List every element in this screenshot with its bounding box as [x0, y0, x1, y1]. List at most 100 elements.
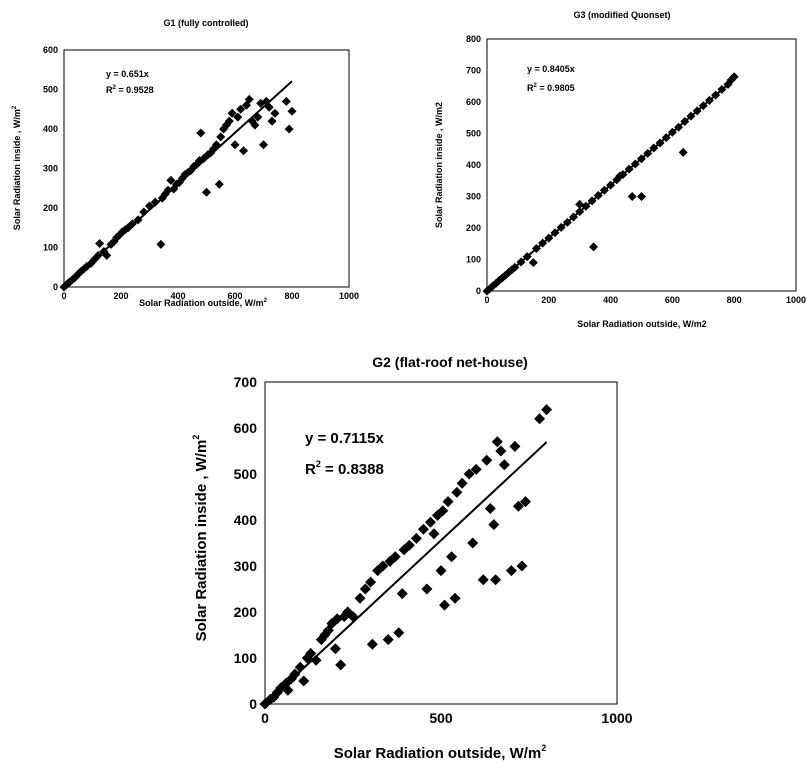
y-tick-label: 700 — [466, 66, 481, 76]
data-point — [449, 592, 461, 604]
x-tick-labels: 0 200 400 600 800 1000 — [484, 295, 806, 305]
data-point — [250, 120, 260, 130]
x-tick-label: 1000 — [786, 295, 806, 305]
data-point — [637, 192, 646, 201]
data-points — [259, 404, 553, 710]
y-tick-label: 200 — [466, 223, 481, 233]
y-tick-label: 200 — [43, 203, 58, 213]
x-tick-label: 400 — [170, 291, 185, 301]
data-point — [417, 523, 429, 535]
data-point — [428, 528, 440, 540]
x-tick-label: 400 — [603, 295, 618, 305]
data-point — [516, 560, 528, 572]
data-point — [244, 94, 254, 104]
data-point — [498, 459, 510, 471]
r2-symbol: R — [527, 83, 534, 93]
x-axis-label: Solar Radiation outside, W/m2 — [577, 319, 707, 329]
data-point — [359, 583, 371, 595]
y-tick-label: 400 — [234, 512, 258, 528]
equation-label: y = 0.651x — [106, 69, 149, 79]
data-point — [377, 560, 389, 572]
trendline — [264, 441, 548, 705]
x-tick-label: 1000 — [339, 291, 359, 301]
data-point — [491, 436, 503, 448]
y-tick-labels: 0 100 200 300 400 500 600 — [43, 45, 58, 292]
data-point — [95, 239, 105, 249]
data-point — [509, 440, 521, 452]
r2-value: = 0.9528 — [116, 85, 154, 95]
r2-value: = 0.9805 — [537, 83, 575, 93]
data-point — [729, 72, 739, 82]
data-point — [150, 197, 160, 207]
data-point — [505, 565, 517, 577]
data-point — [396, 588, 408, 600]
data-point — [224, 116, 234, 126]
plot-area-frame — [63, 49, 350, 288]
data-point — [365, 576, 377, 588]
x-tick-label: 800 — [727, 295, 742, 305]
y-tick-label: 300 — [466, 192, 481, 202]
y-tick-label: 100 — [43, 243, 58, 253]
data-point — [393, 627, 405, 639]
data-point — [470, 463, 482, 475]
chart-title: G3 (modified Quonset) — [573, 10, 670, 20]
plot-area-frame — [264, 381, 618, 705]
data-point — [403, 539, 415, 551]
r-squared-label: R2 = 0.9528 — [106, 85, 154, 95]
y-tick-label: 500 — [466, 129, 481, 139]
x-tick-label: 800 — [284, 291, 299, 301]
data-point — [463, 468, 475, 480]
y-tick-label: 300 — [43, 164, 58, 174]
data-point — [310, 654, 322, 666]
data-point — [354, 592, 366, 604]
y-tick-label: 500 — [43, 85, 58, 95]
data-point — [259, 140, 268, 150]
data-point — [236, 104, 246, 114]
data-point — [467, 537, 479, 549]
x-tick-label: 0 — [261, 710, 269, 726]
data-point — [329, 643, 341, 655]
data-point — [127, 219, 137, 229]
data-point — [512, 500, 524, 512]
r2-superscript: 2 — [316, 459, 321, 469]
data-point — [227, 108, 237, 118]
y-tick-label: 200 — [234, 604, 258, 620]
r2-symbol: R — [106, 85, 113, 95]
chart-g3: G3 (modified Quonset) 0 100 200 300 400 500 60… — [434, 10, 806, 329]
trendline — [63, 80, 293, 288]
data-point — [490, 574, 502, 586]
y-tick-label: 100 — [234, 650, 258, 666]
data-point — [488, 519, 500, 531]
data-point — [230, 140, 240, 150]
data-point — [534, 413, 546, 425]
data-point — [481, 454, 493, 466]
data-point — [282, 684, 294, 696]
y-axis-label-text: Solar Radiation inside , W/m — [193, 440, 210, 642]
y-tick-label: 600 — [466, 97, 481, 107]
y-tick-label: 400 — [43, 124, 58, 134]
data-point — [267, 116, 277, 126]
y-axis-label: Solar Radiation inside , W/m2 — [12, 105, 22, 230]
data-point — [410, 532, 422, 544]
data-point — [495, 445, 507, 457]
data-point — [196, 128, 206, 138]
x-tick-label: 0 — [61, 291, 66, 301]
data-point — [589, 242, 599, 252]
data-point — [439, 599, 451, 611]
data-point — [156, 239, 166, 249]
chart-g1: G1 (fully controlled) 0 100 200 300 400 500 60… — [12, 18, 359, 308]
x-tick-label: 600 — [665, 295, 680, 305]
chart-g2: G2 (flat-roof net-house) 0 100 200 300 400 50… — [191, 354, 633, 762]
x-axis-label-text: Solar Radiation outside, W/m — [139, 298, 264, 308]
y-tick-labels: 0 100 200 300 400 500 600 700 — [234, 374, 258, 712]
data-point — [451, 486, 463, 498]
data-point — [477, 574, 489, 586]
data-point — [484, 503, 496, 514]
r2-value: = 0.8388 — [321, 461, 384, 478]
data-point — [216, 132, 226, 142]
r2-superscript: 2 — [113, 85, 117, 91]
data-point — [456, 477, 468, 489]
data-point — [281, 96, 291, 106]
plot-area-frame — [486, 38, 797, 292]
data-point — [528, 258, 538, 268]
